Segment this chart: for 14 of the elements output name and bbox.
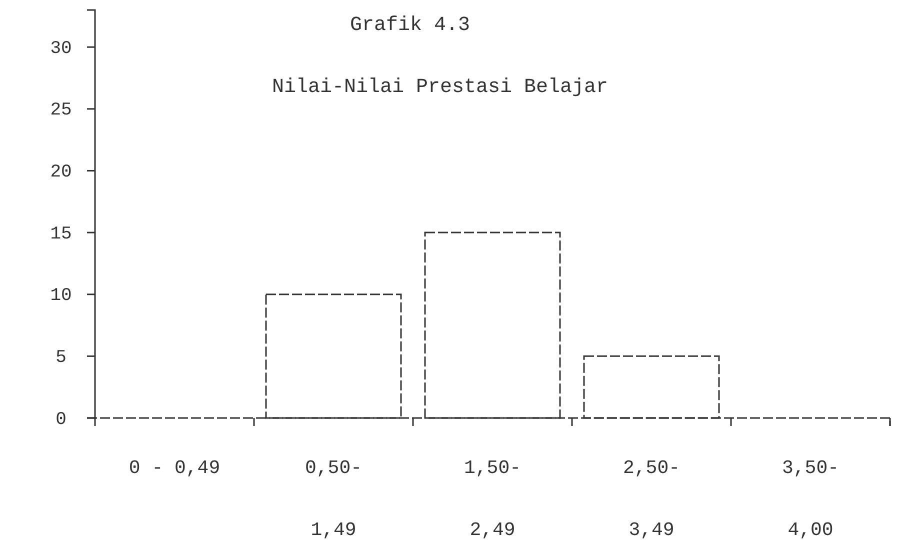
y-tick-label: 10 xyxy=(50,286,72,306)
category-label: 2,50- 3,49 xyxy=(622,457,680,541)
text: Nilai-Nilai Prestasi Belajar xyxy=(272,76,608,99)
y-tick-label: 20 xyxy=(50,162,72,182)
y-tick-label: 0 xyxy=(56,410,66,430)
y-tick-label: 15 xyxy=(50,224,72,244)
category-label: 3,50- 4,00 xyxy=(782,457,840,541)
category-label: 1,50- 2,49 xyxy=(464,457,522,541)
x-tick-label: 0 - 0,49 xyxy=(128,457,220,479)
y-tick-label: 5 xyxy=(56,348,66,368)
y-tick-label: 25 xyxy=(50,100,72,121)
y-tick-label: 30 xyxy=(50,38,72,59)
category-label: 0,50- 1,49 xyxy=(304,457,362,541)
chart-title: Grafik 4.3 xyxy=(350,14,470,37)
